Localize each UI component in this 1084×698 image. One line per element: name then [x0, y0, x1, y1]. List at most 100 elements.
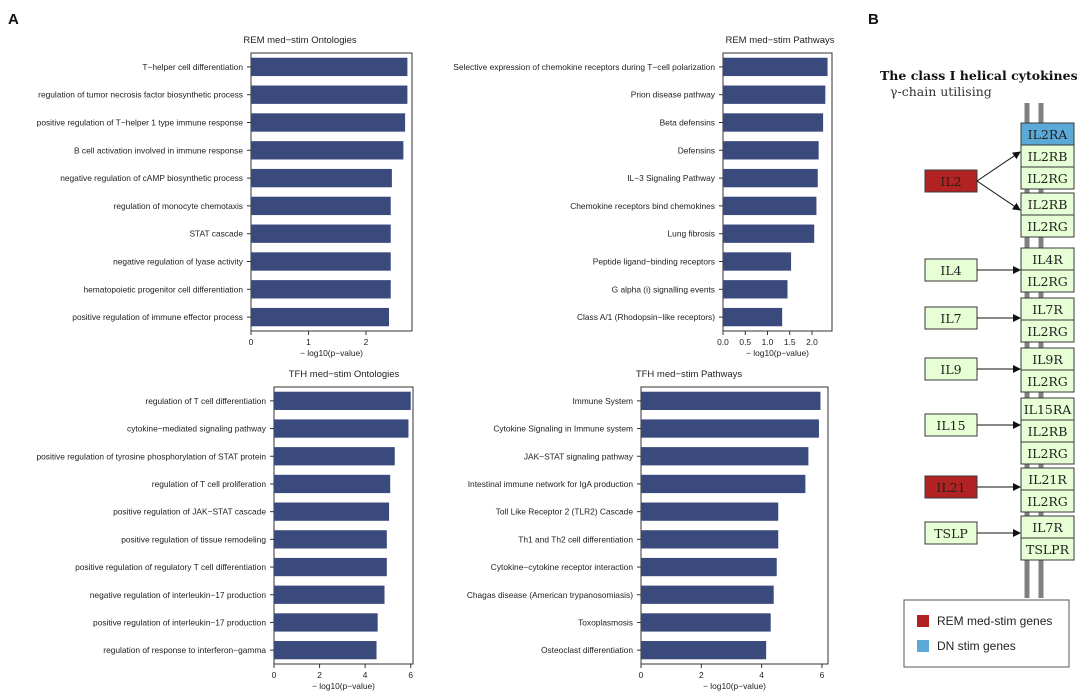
category-label: regulation of response to interferon−gam… [103, 645, 266, 655]
receptor-label: IL7R [1032, 520, 1063, 535]
legend-label: REM med-stim genes [937, 614, 1052, 628]
category-label: regulation of T cell proliferation [152, 479, 267, 489]
bar [251, 168, 392, 188]
diagram-title: The class I helical cytokines [880, 68, 1078, 83]
legend-swatch [917, 640, 929, 652]
category-label: IL−3 Signaling Pathway [627, 173, 716, 183]
plot-frame [273, 386, 414, 665]
chart-tfh-ontologies: TFH med−stim Ontologies regulation of T c… [36, 369, 414, 691]
x-tick-label: 6 [408, 670, 413, 680]
bar [274, 530, 387, 549]
ligand-label: IL7 [940, 311, 961, 326]
bar [641, 641, 767, 660]
panel-label-a: A [8, 11, 19, 28]
x-tick-label: 2 [317, 670, 322, 680]
category-label: negative regulation of lyase activity [113, 257, 244, 267]
cytokine-pathway-diagram: The class I helical cytokines γ-chain ut… [880, 68, 1078, 668]
chart-title: TFH med−stim Pathways [636, 369, 743, 380]
category-label: positive regulation of interleukin−17 pr… [93, 617, 266, 627]
x-tick-label: 4 [759, 670, 764, 680]
bar [641, 391, 821, 410]
category-label: hematopoietic progenitor cell differenti… [83, 284, 243, 294]
ligand-label: IL15 [936, 418, 965, 433]
receptor-box [1020, 441, 1075, 465]
bar [274, 585, 385, 604]
bar [723, 141, 819, 160]
x-tick-label: 0.5 [739, 337, 751, 347]
bar [723, 224, 815, 243]
bar [251, 252, 391, 271]
category-label: Cytokine Signaling in Immune system [493, 424, 633, 434]
bar [723, 196, 817, 216]
bar [641, 447, 809, 466]
receptor-box [1020, 214, 1075, 238]
bar [641, 419, 819, 438]
bar [723, 113, 824, 132]
category-label: Beta defensins [660, 118, 715, 128]
x-axis-label: − log10(p−value) [300, 348, 363, 358]
bar [723, 57, 828, 77]
category-label: Th1 and Th2 cell differentiation [518, 534, 633, 544]
category-label: STAT cascade [189, 229, 243, 239]
legend: REM med-stim genes DN stim genes [903, 599, 1070, 668]
category-label: positive regulation of JAK−STAT cascade [113, 507, 266, 517]
x-axis-label: − log10(p−value) [746, 348, 809, 358]
category-label: negative regulation of cAMP biosynthetic… [60, 173, 243, 183]
bar [274, 613, 378, 632]
category-label: positive regulation of regulatory T cell… [75, 562, 266, 572]
plot-frame [250, 52, 413, 332]
category-label: positive regulation of tyrosine phosphor… [36, 451, 266, 461]
category-label: Selective expression of chemokine recept… [453, 62, 715, 72]
chart-title: TFH med−stim Ontologies [289, 369, 400, 380]
category-label: Prion disease pathway [631, 90, 716, 100]
category-label: cytokine−mediated signaling pathway [127, 424, 267, 434]
receptor-box [1020, 319, 1075, 343]
category-label: Immune System [572, 396, 633, 406]
x-tick-label: 6 [820, 670, 825, 680]
x-tick-label: 1.5 [784, 337, 796, 347]
ligand-label: IL2 [940, 174, 961, 189]
bar [274, 391, 411, 410]
plot-frame [640, 386, 829, 665]
x-axis-label: − log10(p−value) [312, 681, 375, 691]
bar [251, 85, 408, 104]
category-label: Osteoclast differentiation [541, 645, 633, 655]
category-label: regulation of tumor necrosis factor bios… [38, 90, 243, 100]
receptor-label: IL15RA [1024, 402, 1073, 417]
x-tick-label: 2 [699, 670, 704, 680]
category-label: B cell activation involved in immune res… [74, 145, 243, 155]
legend-swatch [917, 615, 929, 627]
x-tick-label: 0 [639, 670, 644, 680]
chart-tfh-pathways: TFH med−stim Pathways Immune System Cytoki… [467, 369, 829, 691]
legend-box [903, 599, 1070, 668]
receptor-label: IL2RG [1027, 446, 1068, 461]
receptor-box [1020, 369, 1075, 393]
bar [723, 252, 792, 271]
chart-title: REM med−stim Ontologies [243, 35, 356, 46]
receptor-label: IL2RB [1028, 197, 1068, 212]
receptor-label: IL2RG [1027, 494, 1068, 509]
receptor-label: IL21R [1028, 472, 1067, 487]
category-label: Toxoplasmosis [578, 617, 633, 627]
category-label: regulation of T cell differentiation [145, 396, 266, 406]
receptor-label: IL4R [1032, 252, 1063, 267]
bar [251, 141, 404, 160]
category-label: T−helper cell differentiation [142, 62, 243, 72]
receptor-label: IL2RG [1027, 171, 1068, 186]
category-label: Peptide ligand−binding receptors [593, 257, 715, 267]
receptor-label: IL2RB [1028, 149, 1068, 164]
category-label: Intestinal immune network for IgA produc… [468, 479, 634, 489]
bar [274, 447, 395, 466]
bar [723, 85, 826, 104]
x-tick-label: 0.0 [717, 337, 729, 347]
receptor-boxes: IL2RA IL2RB IL2RG IL2RB IL2RG IL4R IL2RG IL7R IL… [1020, 122, 1075, 561]
category-label: Defensins [678, 145, 715, 155]
bar [723, 280, 788, 299]
ligand-label: IL21 [936, 480, 965, 495]
category-label: G alpha (i) signalling events [612, 284, 715, 294]
bar [274, 419, 409, 438]
bar [251, 196, 391, 216]
ligand-label: IL9 [940, 362, 961, 377]
legend-label: DN stim genes [937, 639, 1016, 653]
